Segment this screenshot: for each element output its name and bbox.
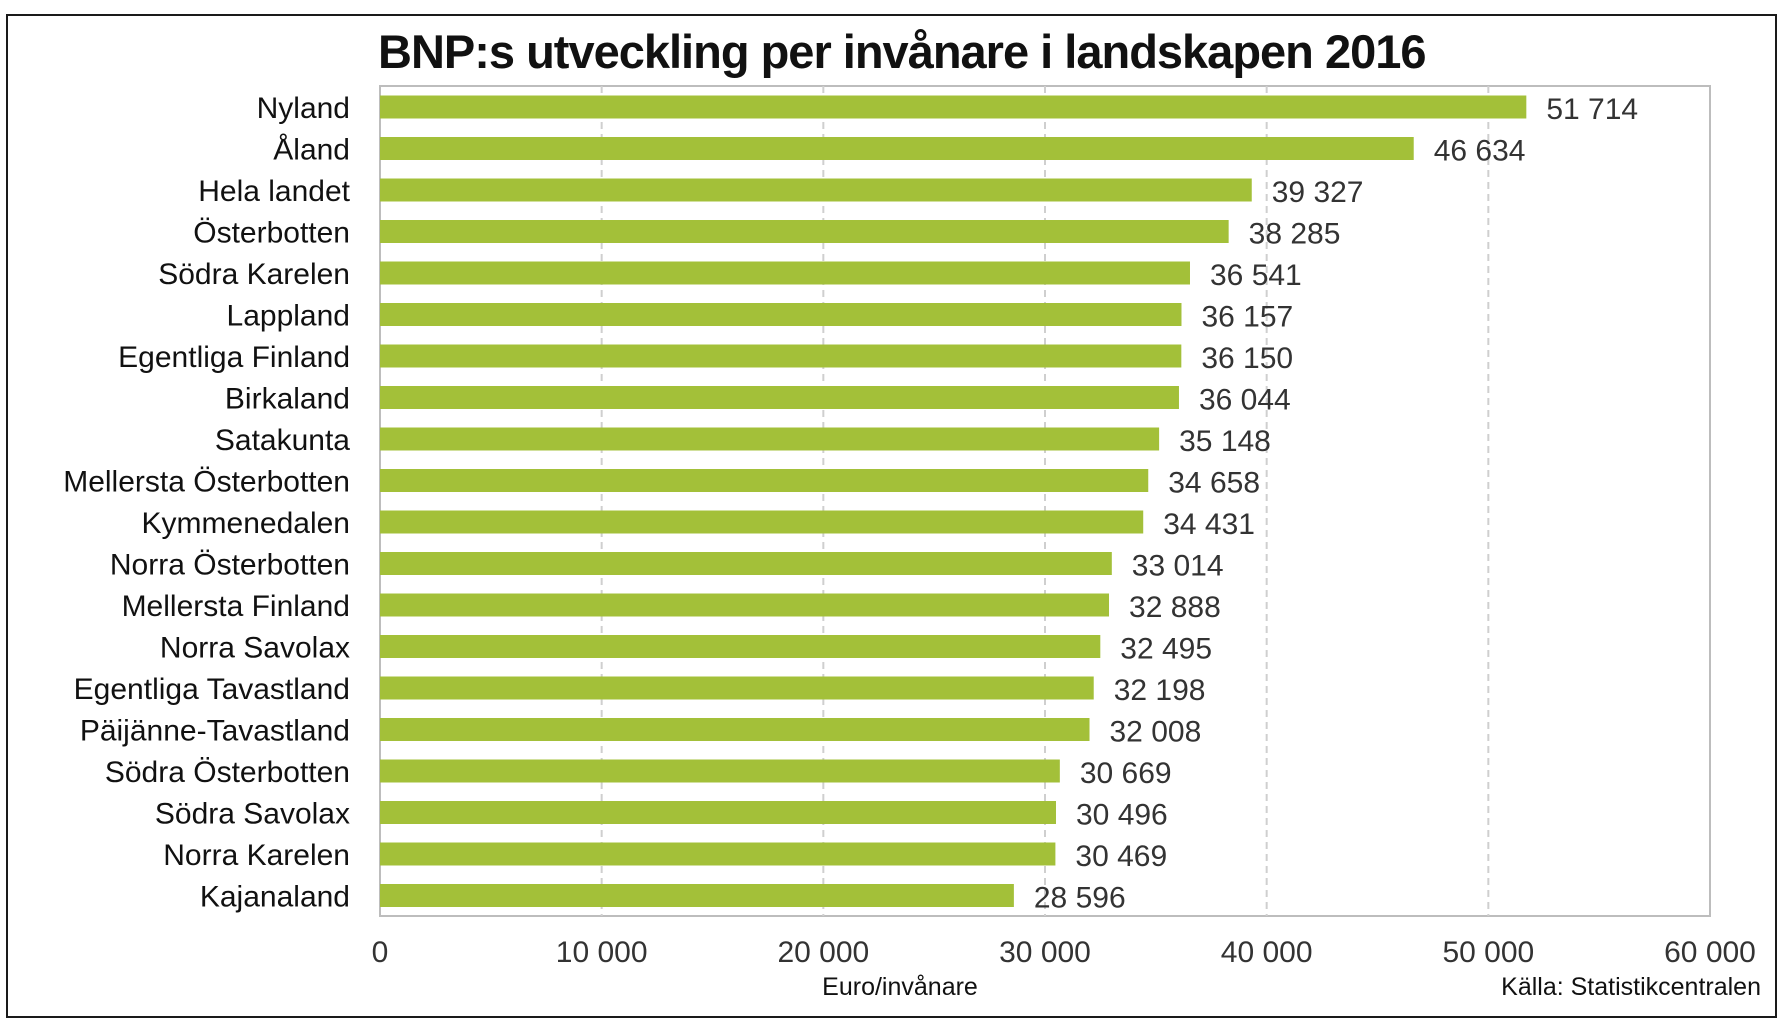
chart-title: BNP:s utveckling per invånare i landskap… bbox=[378, 25, 1426, 78]
bar-value-label: 32 888 bbox=[1129, 591, 1221, 624]
x-tick-label: 30 000 bbox=[999, 936, 1091, 969]
bar-value-label: 36 044 bbox=[1199, 384, 1291, 417]
category-label: Södra Karelen bbox=[158, 258, 350, 291]
bar bbox=[380, 718, 1090, 741]
bar bbox=[380, 801, 1056, 824]
category-label: Södra Österbotten bbox=[105, 756, 350, 789]
category-label: Österbotten bbox=[193, 217, 350, 250]
category-label: Norra Österbotten bbox=[110, 549, 350, 582]
bar bbox=[380, 220, 1229, 243]
bar bbox=[380, 427, 1160, 451]
x-tick-label: 0 bbox=[372, 936, 389, 969]
bar bbox=[380, 344, 1182, 368]
bar bbox=[380, 593, 1110, 617]
x-tick-label: 60 000 bbox=[1664, 936, 1756, 969]
category-label: Norra Karelen bbox=[163, 839, 350, 872]
category-label: Södra Savolax bbox=[155, 798, 350, 831]
category-label: Mellersta Österbotten bbox=[63, 466, 350, 499]
bar bbox=[380, 95, 1527, 119]
category-label: Åland bbox=[273, 134, 350, 167]
bar-value-label: 33 014 bbox=[1132, 550, 1224, 583]
category-label: Egentliga Tavastland bbox=[74, 673, 350, 706]
bar bbox=[380, 261, 1190, 285]
category-label: Norra Savolax bbox=[160, 632, 350, 665]
bar bbox=[380, 137, 1414, 160]
x-tick-label: 50 000 bbox=[1442, 936, 1534, 969]
category-label: Kajanaland bbox=[200, 881, 350, 914]
bar-value-label: 39 327 bbox=[1272, 176, 1364, 209]
bar-value-label: 28 596 bbox=[1034, 882, 1126, 915]
category-label: Mellersta Finland bbox=[122, 590, 350, 623]
x-tick-label: 10 000 bbox=[556, 936, 648, 969]
bar-value-label: 46 634 bbox=[1434, 135, 1526, 168]
bar bbox=[380, 178, 1252, 202]
bar bbox=[380, 884, 1014, 907]
category-label: Satakunta bbox=[215, 424, 350, 457]
bar bbox=[380, 552, 1112, 575]
bar-value-label: 34 431 bbox=[1163, 508, 1255, 541]
bar bbox=[380, 759, 1060, 783]
chart-frame bbox=[6, 14, 1777, 1018]
bar bbox=[380, 635, 1101, 658]
category-label: Kymmenedalen bbox=[142, 507, 350, 540]
bar-value-label: 36 541 bbox=[1210, 259, 1302, 292]
category-label: Egentliga Finland bbox=[118, 341, 350, 374]
bar-value-label: 32 198 bbox=[1114, 674, 1206, 707]
bar bbox=[380, 469, 1149, 492]
bar-value-label: 51 714 bbox=[1546, 93, 1638, 126]
bar bbox=[380, 303, 1182, 326]
bar-value-label: 30 669 bbox=[1080, 757, 1172, 790]
bar-value-label: 34 658 bbox=[1168, 467, 1260, 500]
category-label: Lappland bbox=[227, 300, 350, 333]
bar bbox=[380, 676, 1094, 700]
bar bbox=[380, 510, 1144, 534]
category-label: Hela landet bbox=[198, 175, 350, 208]
bar bbox=[380, 842, 1056, 866]
x-axis-label: Euro/invånare bbox=[822, 973, 978, 1001]
bar-value-label: 32 008 bbox=[1110, 716, 1202, 749]
bar-value-label: 30 469 bbox=[1075, 840, 1167, 873]
category-label: Päijänne-Tavastland bbox=[80, 715, 350, 748]
bar-value-label: 36 157 bbox=[1201, 301, 1293, 334]
bar-value-label: 36 150 bbox=[1201, 342, 1293, 375]
x-tick-label: 40 000 bbox=[1221, 936, 1313, 969]
category-label: Nyland bbox=[257, 92, 350, 125]
bar-value-label: 32 495 bbox=[1120, 633, 1212, 666]
bar-value-label: 38 285 bbox=[1249, 218, 1341, 251]
x-tick-label: 20 000 bbox=[777, 936, 869, 969]
bar bbox=[380, 386, 1179, 409]
source-note: Källa: Statistikcentralen bbox=[1501, 973, 1761, 1001]
bar-value-label: 35 148 bbox=[1179, 425, 1271, 458]
category-label: Birkaland bbox=[225, 383, 350, 416]
bar-value-label: 30 496 bbox=[1076, 799, 1168, 832]
